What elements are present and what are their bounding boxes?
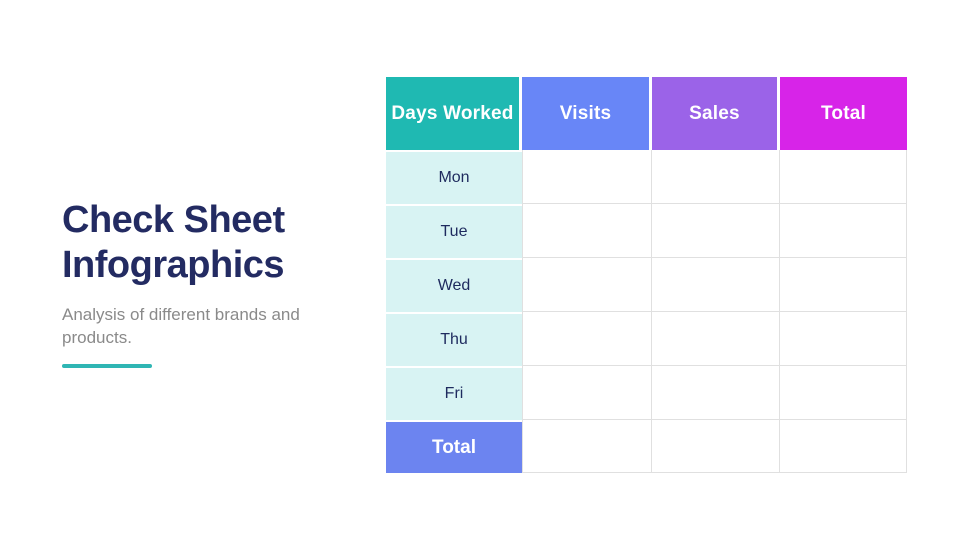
page-title-line1: Check Sheet: [62, 199, 285, 241]
empty-cell: [780, 312, 907, 366]
empty-cell: [652, 312, 780, 366]
check-sheet-table: Days Worked Visits Sales Total Mon Tue W…: [386, 77, 907, 473]
empty-cell: [780, 420, 907, 473]
empty-cell: [652, 204, 780, 258]
column-header-days-worked: Days Worked: [386, 77, 522, 150]
empty-cell: [652, 420, 780, 473]
subtitle-line1: Analysis of different brands and: [62, 305, 300, 324]
empty-cell: [652, 150, 780, 204]
total-row-label: Total: [386, 420, 522, 473]
page-title: Check Sheet Infographics: [62, 198, 352, 288]
column-header-visits: Visits: [522, 77, 652, 150]
empty-cell: [522, 258, 652, 312]
row-label-thu: Thu: [386, 312, 522, 366]
column-header-total: Total: [780, 77, 907, 150]
empty-cell: [522, 420, 652, 473]
empty-cell: [780, 258, 907, 312]
empty-cell: [652, 258, 780, 312]
row-label-fri: Fri: [386, 366, 522, 420]
accent-underline: [62, 364, 152, 368]
empty-cell: [522, 150, 652, 204]
empty-cell: [652, 366, 780, 420]
subtitle: Analysis of different brands and product…: [62, 303, 352, 349]
column-header-sales: Sales: [652, 77, 780, 150]
page-title-line2: Infographics: [62, 244, 285, 286]
empty-cell: [522, 204, 652, 258]
subtitle-line2: products.: [62, 328, 132, 347]
empty-cell: [780, 150, 907, 204]
empty-cell: [522, 366, 652, 420]
empty-cell: [780, 204, 907, 258]
row-label-tue: Tue: [386, 204, 522, 258]
row-label-mon: Mon: [386, 150, 522, 204]
empty-cell: [780, 366, 907, 420]
empty-cell: [522, 312, 652, 366]
title-block: Check Sheet Infographics Analysis of dif…: [62, 198, 352, 368]
row-label-wed: Wed: [386, 258, 522, 312]
